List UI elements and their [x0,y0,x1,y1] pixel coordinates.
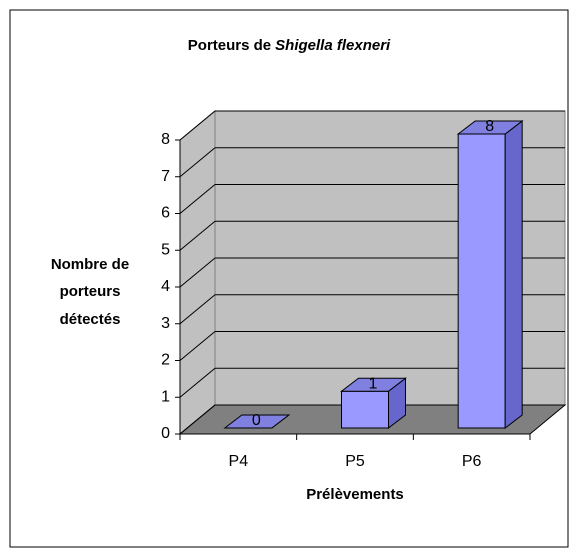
grid-line [179,404,216,435]
y-tick-label: 8 [161,131,170,148]
grid-line [179,331,216,361]
title-part: Porteurs de [188,37,271,54]
y-tick-label: 7 [161,168,170,185]
grid-line [179,367,216,398]
x-tick-label: P6 [462,453,482,470]
bar-front [341,390,389,429]
grid-line [179,294,216,325]
x-axis-title: Prélèvements [306,486,404,503]
grid-line [179,110,216,141]
y-axis-title: porteurs [60,283,121,300]
grid-line [179,257,216,288]
y-tick-label: 2 [161,352,170,369]
y-tick-label: 5 [161,241,170,258]
bar [340,377,407,430]
bar-top [456,120,524,135]
bar [456,119,524,430]
y-tick-label: 3 [161,315,170,332]
x-tick-label: P5 [345,453,365,470]
grid-line [179,220,216,251]
bar-top [340,377,407,392]
grid-line [179,184,216,214]
bar [223,414,291,429]
y-tick-label: 1 [161,388,170,405]
bar-top [223,414,291,429]
y-tick-label: 6 [161,205,170,222]
data-label: 8 [485,118,494,135]
y-axis-title: Nombre de [51,256,129,273]
chart-title: Porteurs de Shigella flexneri [188,37,391,54]
bar-front [457,133,506,429]
data-label: 1 [369,375,378,392]
title-part: Shigella flexneri [275,37,391,54]
y-tick-label: 0 [161,425,170,442]
y-tick-label: 4 [161,278,170,295]
y-axis-title: détectés [60,311,121,328]
bar-side [504,119,523,430]
x-tick-label: P4 [229,453,249,470]
data-label: 0 [252,412,261,429]
grid-line [179,147,216,178]
